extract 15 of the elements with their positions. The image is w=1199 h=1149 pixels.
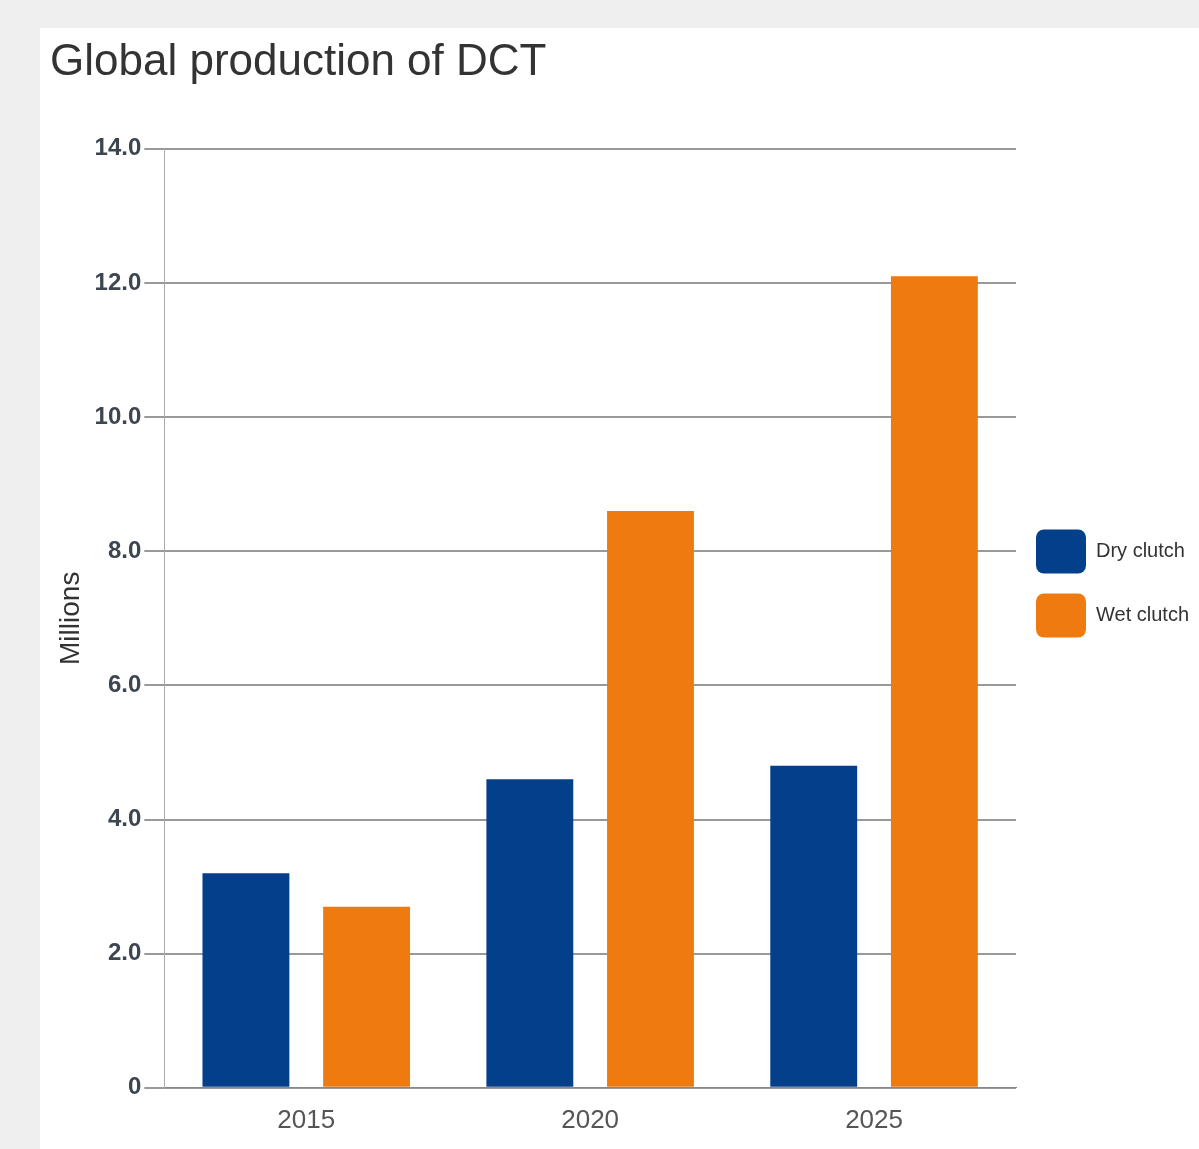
x-tick-label: 2015 xyxy=(277,1103,336,1134)
x-tick-label: 2020 xyxy=(561,1103,620,1134)
legend-label: Dry clutch xyxy=(1096,539,1185,562)
y-tick-label: 0 xyxy=(127,1072,142,1100)
y-tick-label: 4.0 xyxy=(107,804,142,832)
legend-label: Wet clutch xyxy=(1096,603,1189,626)
y-tick-label: 12.0 xyxy=(94,267,142,295)
y-tick-label: 10.0 xyxy=(94,401,142,429)
y-tick-label: 14.0 xyxy=(94,133,142,161)
chart-title: Global production of DCT xyxy=(50,34,547,84)
y-tick-label: 2.0 xyxy=(107,938,142,966)
y-axis-title: Millions xyxy=(53,571,85,665)
y-tick-label: 6.0 xyxy=(107,670,142,697)
x-tick-label: 2025 xyxy=(845,1103,903,1134)
y-tick-label: 8.0 xyxy=(107,535,142,563)
